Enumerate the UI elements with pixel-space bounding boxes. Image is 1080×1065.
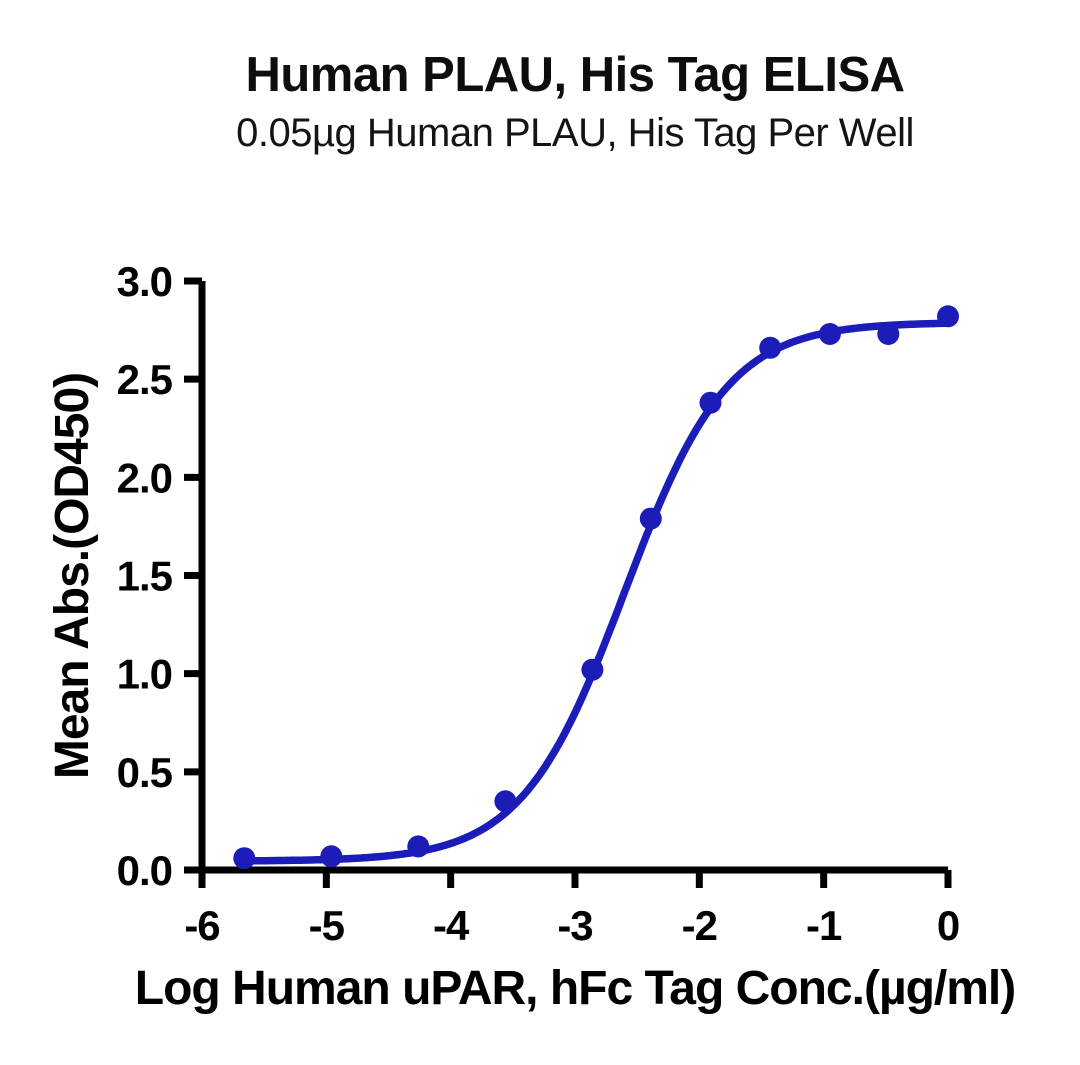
x-tick-label: -2	[682, 902, 717, 949]
x-axis-title: Log Human uPAR, hFc Tag Conc.(µg/ml)	[135, 962, 1016, 1015]
y-tick-label: 0.0	[117, 847, 172, 894]
y-tick-label: 3.0	[117, 258, 172, 305]
fit-curve-line	[240, 319, 952, 865]
y-axis-title: Mean Abs.(OD450)	[46, 373, 99, 779]
x-tick-label: -5	[309, 902, 345, 949]
x-tick-label: 0	[937, 902, 959, 949]
data-point	[759, 336, 782, 359]
data-point	[818, 323, 841, 345]
x-tick-label: -1	[806, 902, 842, 949]
axes: -6 -5 -4 -3 -2 -1 0 0.0 0.5 1.0 1.5 2.0 2.5 3.0	[117, 258, 961, 949]
y-tick-label: 1.0	[117, 651, 172, 698]
data-point	[494, 790, 517, 813]
data-point	[639, 507, 662, 530]
y-tick-label: 1.5	[117, 553, 173, 600]
data-points	[233, 305, 959, 870]
x-tick-label: -6	[184, 902, 219, 949]
data-point	[937, 305, 959, 328]
chart-subtitle: 0.05µg Human PLAU, His Tag Per Well	[236, 111, 914, 155]
chart-title: Human PLAU, His Tag ELISA	[245, 48, 905, 102]
y-tick-label: 2.0	[117, 454, 172, 501]
x-tick-label: -3	[557, 902, 592, 949]
data-point	[407, 835, 430, 858]
data-point	[581, 658, 604, 681]
x-tick-label: -4	[433, 902, 470, 949]
data-point	[699, 391, 722, 414]
data-point	[320, 845, 343, 868]
y-tick-label: 0.5	[117, 749, 173, 796]
data-point	[233, 847, 256, 870]
data-point	[877, 323, 900, 345]
y-tick-label: 2.5	[117, 356, 173, 403]
